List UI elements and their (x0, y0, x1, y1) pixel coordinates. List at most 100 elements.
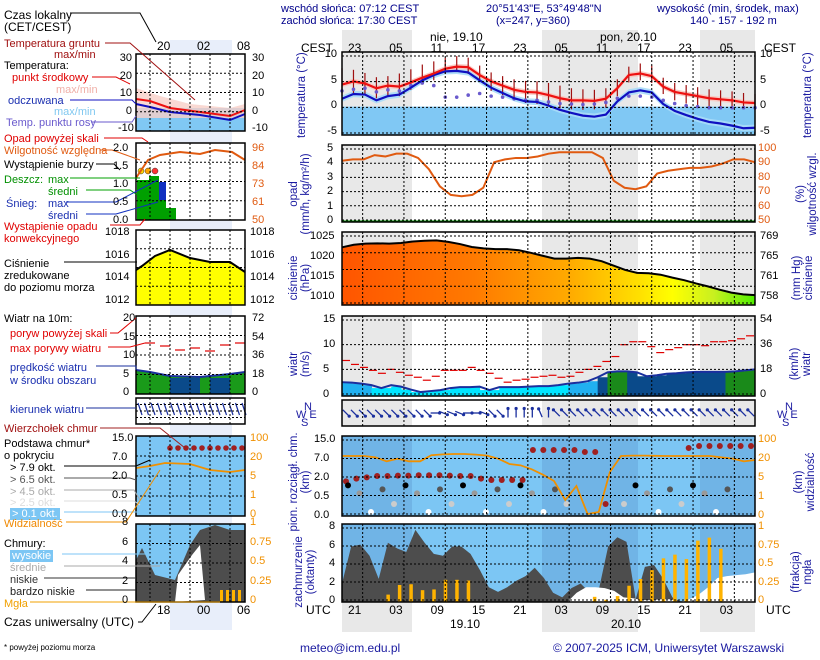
mini-top-tick: 20 (157, 39, 171, 53)
wind-kmh-tick-right: 18 (760, 363, 773, 375)
wind-tick-left: 10 (323, 338, 336, 350)
wind-arrow-head (713, 408, 718, 412)
mini-wind-tick-right: 36 (252, 349, 265, 361)
dew-point-marker (684, 103, 688, 108)
mini-cover-tick-left: 6 (122, 535, 129, 548)
wind-speed-fill (637, 376, 648, 396)
cest-tick-label: 17 (471, 41, 486, 55)
cloud-top-marker (446, 472, 453, 479)
wind-arrow-head (592, 408, 596, 412)
mini-wind-arrow (208, 402, 215, 416)
cloud-extent-tick-left: 2.0 (314, 471, 330, 483)
mini-temp-tick-right: -10 (252, 122, 268, 134)
legend-low-clouds: niskie (10, 574, 39, 586)
contact-email-link[interactable]: meteo@icm.edu.pl (300, 641, 401, 655)
wind-speed-fill (705, 371, 717, 396)
mini-cloud-top (223, 445, 229, 451)
cloud-top-marker (519, 477, 526, 483)
fog-bar (615, 596, 620, 602)
mini-pressure-line (135, 248, 246, 273)
legend-leader-line (91, 115, 137, 123)
wind-arrow-head (461, 413, 466, 417)
pressure-mmhg-tick-right: 761 (760, 270, 779, 282)
cloud-extent-axis-title: pion. rozciągł. chm. (km) (288, 432, 312, 532)
mini-temp-tick-left: -10 (118, 122, 134, 134)
pressure-mmhg-tick-right: 765 (760, 250, 779, 262)
mini-panel-border (135, 142, 246, 221)
mini-wind-tick-left: 5 (123, 367, 130, 380)
mini-fog-tick-right: 0 (250, 594, 257, 606)
wind-speed-fill (351, 383, 363, 396)
wind-arrow-head (551, 408, 556, 412)
legend-mini-chart (30, 12, 247, 630)
humidity-tick-right: 100 (758, 142, 777, 154)
day1-label: nie, 19.10 (430, 30, 483, 44)
wind-arrow-head (363, 414, 367, 418)
panel-border (341, 315, 756, 397)
cloud-base-marker (414, 490, 420, 497)
fog-bar (684, 559, 689, 602)
wind-speed-fill (578, 382, 589, 396)
dew-point-marker (363, 86, 367, 91)
cloud-top-marker (436, 472, 443, 479)
wind-speed-fill (469, 387, 481, 396)
legend-cloud-base2: o pokryciu (4, 450, 55, 462)
temp-tick-left: 5 (330, 73, 337, 86)
wind-arrow-head (665, 408, 669, 412)
precip-tick-left: 5 (327, 142, 334, 154)
mini-pressure-area (136, 250, 245, 305)
mini-fog-tick-right: 0.75 (250, 535, 272, 548)
dew-point-marker (730, 105, 734, 110)
legend-snow-avg: średni (48, 210, 78, 222)
wind-arrow-head (632, 408, 637, 412)
cloud-cover-tick-left: 0 (329, 594, 336, 606)
dew-point-marker (500, 95, 505, 99)
cloud-base-marker (471, 490, 478, 497)
temp-tick-left: 0 (330, 99, 337, 112)
wind-speed-fill (401, 389, 412, 396)
legend-leader-line (96, 365, 137, 370)
dew-point-marker (707, 105, 711, 110)
legend-okt65: > 6.5 okt. (10, 474, 56, 486)
wind-arrow-head (576, 408, 580, 412)
cloud-base-marker (563, 501, 570, 507)
legend-leader-line (86, 189, 146, 201)
fog-bar (397, 584, 402, 602)
wind-arrow-head (640, 408, 645, 412)
legend-temp-maxmin: max/min (56, 84, 98, 96)
wind-speed-fill (646, 376, 658, 396)
utc-tick-label: 21 (678, 603, 692, 617)
mini-cloud-tick-left: 0.0 (112, 508, 128, 520)
night-band (342, 400, 412, 426)
mini-rain-bar (149, 176, 159, 220)
legend-leader-line (104, 137, 149, 143)
wind-speed-line (341, 368, 756, 394)
fog-bar (650, 570, 654, 602)
wind-speed-fill (381, 388, 392, 396)
wind-axis-title: wiatr (m/s) (288, 350, 312, 378)
cloud-base-marker (632, 482, 639, 489)
dew-point-marker (466, 93, 470, 97)
dew-point-marker (718, 105, 723, 110)
legend-wind-speed2: w środku obszaru (10, 375, 97, 387)
cloud-base-marker (517, 482, 524, 489)
fog-bar (696, 540, 700, 602)
temp-tick-right: 10 (760, 48, 773, 60)
mini-visibility-tick-right: 0 (250, 508, 257, 520)
utc-left-label: UTC (306, 603, 331, 617)
legend-okt79: > 7.9 okt. (10, 462, 56, 474)
wind-speed-fill (656, 375, 667, 396)
wind-speed-fill (686, 372, 697, 396)
legend-leader-line (66, 179, 159, 203)
cloud-top-marker (529, 447, 536, 453)
mini-wind-tick-right: 54 (252, 330, 265, 343)
mini-cloud-tick-left: 15.0 (112, 432, 134, 444)
visibility-tick-right: 5 (758, 471, 765, 483)
wind-arrow-head (600, 408, 604, 412)
mini-wind-tick-left: 20 (123, 312, 136, 324)
perceived-temp-line (341, 69, 756, 130)
cest-tick-label: 11 (595, 41, 609, 55)
cloud-base-marker (379, 486, 386, 493)
perceived-maxmin-band (342, 67, 755, 132)
legend-okt25: > 2.5 okt. (10, 497, 56, 509)
